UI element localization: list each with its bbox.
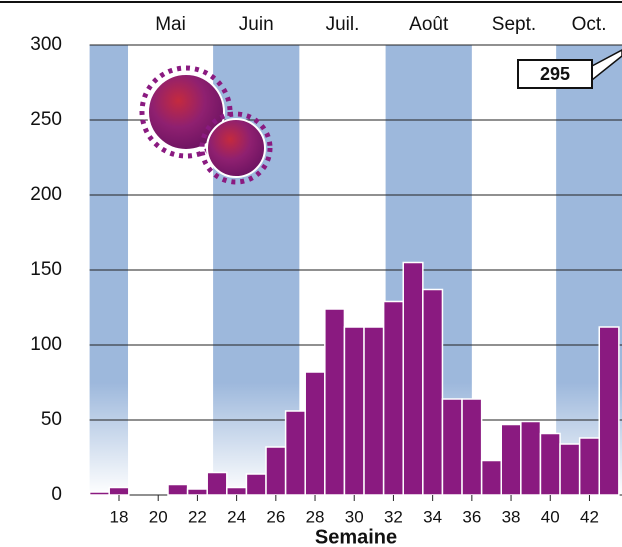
x-tick-label: 38 [502,507,521,526]
bar [109,488,129,496]
y-tick-label: 150 [30,259,62,280]
bar [168,485,188,496]
bar [344,327,364,495]
x-tick-label: 40 [541,507,560,526]
x-tick-label: 22 [188,507,207,526]
month-label: Juin [239,14,274,35]
x-axis-label: Semaine [315,526,397,547]
bar [188,489,208,495]
bar [580,438,600,495]
y-tick-label: 0 [51,484,62,505]
bar [442,399,462,495]
month-label: Sept. [492,14,536,35]
bar [599,327,619,495]
x-tick-label: 30 [345,507,364,526]
bar [207,473,227,496]
bar [90,492,110,495]
bar [482,461,502,496]
x-tick-label: 28 [306,507,325,526]
bar [501,425,521,496]
month-label: Août [409,14,449,35]
bar [286,411,306,495]
x-tick-label: 20 [149,507,168,526]
bar [540,434,560,496]
bar [246,474,266,495]
y-tick-label: 50 [41,409,62,430]
y-tick-label: 300 [30,34,62,55]
x-tick-label: 18 [110,507,129,526]
bar [462,399,482,495]
bar [227,488,247,496]
bar [325,309,345,495]
bar [266,447,286,495]
bar [423,290,443,496]
x-tick-label: 36 [462,507,481,526]
x-tick-label: 34 [423,507,442,526]
bar [305,372,325,495]
annotation: 295 [540,64,570,84]
x-tick-label: 24 [227,507,246,526]
month-label: Mai [155,14,186,35]
month-label: Juil. [326,14,360,35]
bar [521,422,541,496]
month-label: Oct. [572,14,607,35]
bar [560,444,580,495]
y-tick-label: 200 [30,184,62,205]
x-tick-label: 26 [266,507,285,526]
bar [364,327,384,495]
x-tick-label: 42 [580,507,599,526]
y-tick-label: 100 [30,334,62,355]
x-tick-label: 32 [384,507,403,526]
y-tick-label: 250 [30,109,62,130]
bar [403,263,423,496]
chart: Mai Juin Juil. Août Sept. Oct. 0 50 100 150 200 250… [0,0,622,547]
bar [384,302,404,496]
